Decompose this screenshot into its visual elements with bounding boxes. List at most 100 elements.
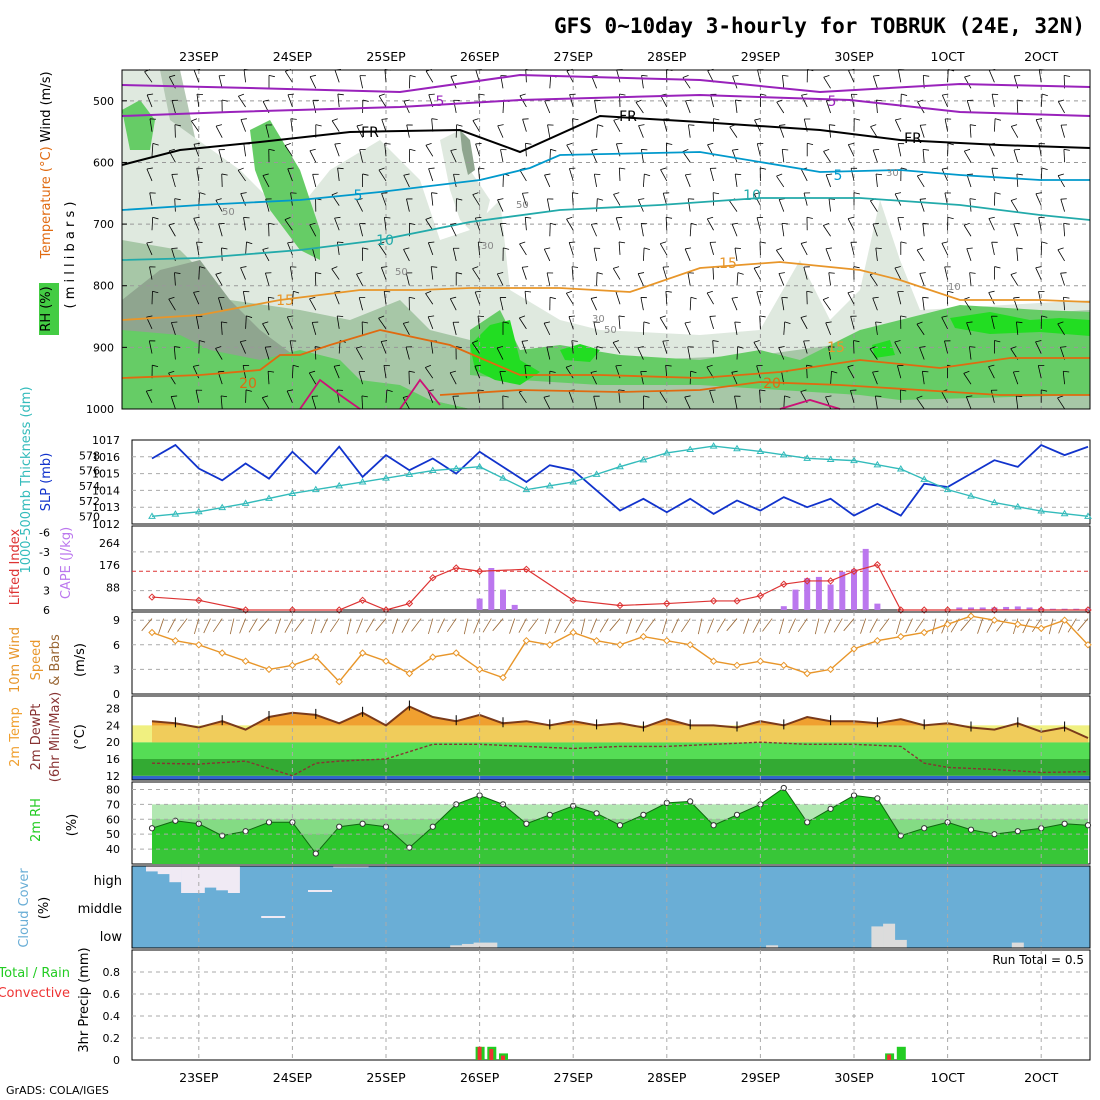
wind-barb-flag — [947, 290, 954, 293]
cloud-high-bar — [344, 866, 357, 868]
surface-wind-barb — [609, 618, 621, 632]
wind-barb-flag — [477, 389, 484, 391]
surface-wind-barb — [311, 618, 317, 635]
wind-barb-flag — [334, 216, 341, 219]
wind-speed-point — [663, 636, 671, 645]
bottom-date-label: 24SEP — [273, 1070, 313, 1085]
thickness-series-line — [151, 445, 1089, 518]
wind-barb-flag — [900, 315, 907, 318]
wind-speed-point — [967, 612, 975, 620]
bottom-date-label: 2OCT — [1024, 1070, 1059, 1085]
contour-line — [121, 93, 1091, 117]
wind-barb-flag — [618, 315, 625, 318]
wind-label: 10m Wind — [8, 627, 23, 693]
thickness-point — [545, 481, 554, 489]
wind-barb-flag — [290, 192, 297, 194]
wind-barb — [149, 192, 153, 206]
wind-barb — [290, 118, 293, 132]
wind-barb — [919, 347, 925, 360]
wind-barb — [215, 348, 223, 360]
wind-barb — [267, 371, 270, 385]
wind-barb — [665, 291, 668, 305]
rh-point — [733, 811, 741, 818]
wind-barb — [1057, 249, 1065, 262]
wind-barb-flag — [848, 142, 855, 145]
wind-barb — [240, 119, 246, 132]
wind-barb — [170, 396, 176, 409]
wind-barb-flag — [637, 346, 644, 349]
wind-barb — [402, 323, 410, 336]
wind-barb — [685, 100, 691, 114]
wind-barb — [706, 218, 714, 231]
wind-barb — [472, 268, 480, 280]
wind-barb-flag — [923, 148, 930, 151]
wind-barb-flag — [966, 395, 973, 398]
thickness-tick: 574 — [79, 480, 100, 493]
thickness-point — [1013, 502, 1022, 510]
rh-shading — [560, 344, 600, 362]
wind-barb — [289, 266, 293, 280]
wind-barb-flag — [806, 216, 813, 219]
wind-barb — [965, 396, 972, 409]
wind-barb-flag — [753, 266, 760, 269]
wind-barb-flag — [942, 167, 949, 170]
wind-barb — [709, 390, 714, 403]
wind-barb-flag — [544, 321, 551, 324]
surface-wind-barb — [375, 618, 387, 632]
wind-barb — [969, 124, 972, 138]
wind-barb — [243, 143, 246, 157]
wind-barb — [522, 119, 527, 132]
wind-barb-flag — [963, 222, 970, 226]
wind-barb — [499, 371, 504, 385]
wind-barb — [171, 322, 176, 335]
temp-label-3: (6hr Min/Max) — [48, 692, 63, 782]
wind-barb — [403, 175, 410, 188]
wind-barb — [781, 223, 785, 237]
wind-barb — [612, 268, 621, 280]
wind-barb — [1038, 291, 1042, 305]
wind-barb-flag — [356, 346, 363, 349]
wind-speed-point — [639, 632, 648, 641]
wind-barb — [969, 346, 972, 360]
wind-barb — [474, 365, 480, 379]
wind-barb — [776, 175, 785, 188]
wind-barb-flag — [894, 266, 901, 269]
wind-barb-flag — [284, 216, 291, 220]
wind-barb-flag — [643, 321, 650, 324]
rh-shading — [122, 330, 470, 409]
wind-barb — [966, 100, 972, 114]
wind-barb-flag — [690, 296, 697, 300]
thickness-point — [803, 454, 812, 461]
surface-wind-barb — [726, 618, 738, 632]
surface-wind-barb — [860, 618, 867, 634]
wind-barb-flag — [168, 222, 175, 226]
wind-barb — [471, 342, 480, 354]
wind-barb-flag — [168, 296, 175, 300]
cape-label: CAPE (J/kg) — [59, 527, 74, 599]
wind-barb — [640, 297, 644, 311]
wind-barb-flag — [778, 272, 785, 274]
contour-label: FR — [619, 109, 637, 125]
wind-barb — [544, 174, 551, 188]
wind-barb — [778, 199, 785, 212]
wind-speed-point — [241, 657, 250, 665]
wind-barb — [1060, 199, 1065, 212]
wind-barb — [309, 76, 317, 89]
wind-barb-flag — [268, 222, 275, 225]
thickness-tick: 578 — [79, 449, 100, 462]
wind-barb — [265, 124, 270, 138]
wind-barb — [146, 242, 153, 256]
wind-barb — [640, 223, 644, 237]
pressure-tick: 700 — [93, 218, 114, 231]
wind-barb-flag — [591, 148, 598, 151]
wind-barb — [452, 248, 457, 261]
surface-wind-barb — [554, 618, 562, 634]
wind-barb-flag — [988, 216, 995, 219]
wind-barb — [637, 273, 644, 286]
cloud-low-bar — [461, 943, 474, 948]
surface-wind-barb — [518, 618, 527, 633]
thickness-point — [967, 492, 975, 499]
wind-barb — [1038, 69, 1042, 83]
cape-bar — [1038, 607, 1045, 610]
thickness-tick: 570 — [79, 510, 100, 523]
